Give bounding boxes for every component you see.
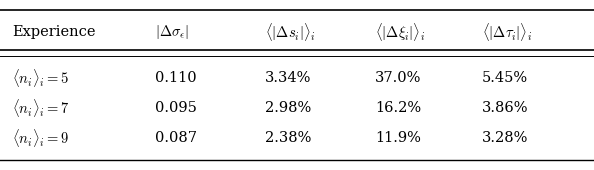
Text: 2.98%: 2.98%: [265, 101, 311, 115]
Text: $\langle n_i\rangle_i = 5$: $\langle n_i\rangle_i = 5$: [12, 67, 69, 89]
Text: Experience: Experience: [12, 25, 96, 39]
Text: $\langle|\Delta\xi_i|\rangle_i$: $\langle|\Delta\xi_i|\rangle_i$: [375, 21, 425, 43]
Text: $|\Delta\sigma_{\epsilon}|$: $|\Delta\sigma_{\epsilon}|$: [155, 23, 189, 41]
Text: 11.9%: 11.9%: [375, 131, 421, 145]
Text: $\langle|\Delta s_i|\rangle_i$: $\langle|\Delta s_i|\rangle_i$: [265, 21, 316, 43]
Text: 37.0%: 37.0%: [375, 71, 421, 85]
Text: 16.2%: 16.2%: [375, 101, 421, 115]
Text: $\langle n_i\rangle_i = 9$: $\langle n_i\rangle_i = 9$: [12, 127, 69, 149]
Text: 5.45%: 5.45%: [482, 71, 528, 85]
Text: 2.38%: 2.38%: [265, 131, 311, 145]
Text: 0.110: 0.110: [155, 71, 197, 85]
Text: $\langle n_i\rangle_i = 7$: $\langle n_i\rangle_i = 7$: [12, 97, 69, 119]
Text: 0.095: 0.095: [155, 101, 197, 115]
Text: 0.087: 0.087: [155, 131, 197, 145]
Text: $\langle|\Delta\tau_i|\rangle_i$: $\langle|\Delta\tau_i|\rangle_i$: [482, 21, 532, 43]
Text: 3.34%: 3.34%: [265, 71, 311, 85]
Text: 3.86%: 3.86%: [482, 101, 529, 115]
Text: 3.28%: 3.28%: [482, 131, 529, 145]
